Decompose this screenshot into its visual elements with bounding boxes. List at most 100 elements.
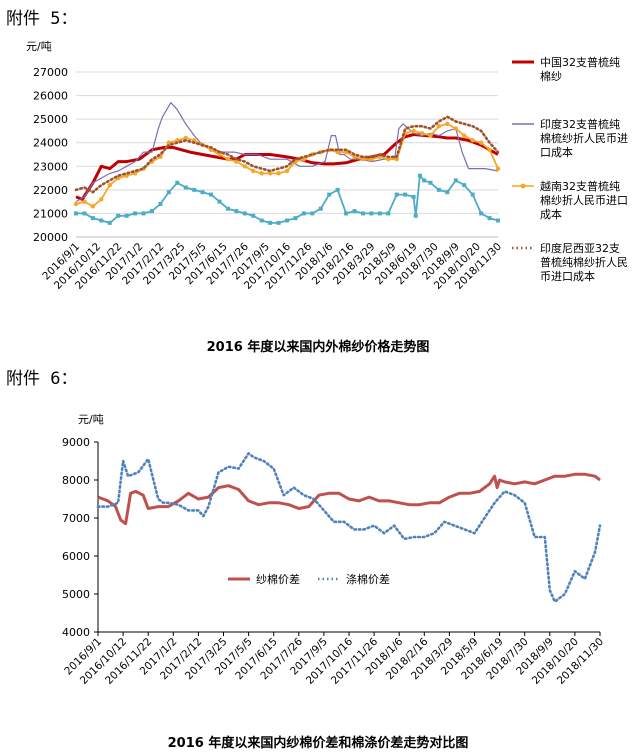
series-point [107,220,112,225]
series-point [166,140,172,145]
chart-1-legend: 中国32支普梳纯棉纱印度32支普梳纯棉梳纱折人民币进口成本越南32支普梳纯棉纱折… [512,55,628,283]
chart-2-axes [94,441,600,633]
series-point [285,218,289,223]
series-point [335,187,340,192]
series-point [462,183,467,188]
legend-marker [520,183,526,189]
series-point [344,211,349,216]
series-point [242,211,247,216]
y-tick-label: 4000 [62,626,90,639]
series-point [360,211,365,216]
legend-label: 纱棉价差 [256,572,300,586]
chart-2-y-axis: 4000 5000 6000 7000 8000 9000 [62,436,90,639]
y-tick-label: 7000 [62,512,90,525]
y-tick-label: 26000 [33,90,68,103]
series-point [487,147,492,152]
series-point [209,192,214,197]
series-point [166,190,171,195]
series-point [200,190,205,195]
series-point [394,157,399,162]
series-point [149,209,154,214]
series-point [462,133,467,138]
series-point [116,213,121,218]
series-point [251,213,256,218]
series-point [436,187,441,192]
legend-label: 印度尼西亚32支普梳纯棉纱折人民币进口成本 [540,241,628,283]
series-point [225,206,230,211]
series-point [352,154,357,160]
series-point [74,211,78,216]
series-point [99,197,104,202]
chart-1: 元/吨 200002100022000230002400025000260002… [26,40,628,292]
series-point [124,213,129,218]
series-point [99,218,104,223]
series-point [82,199,87,204]
chart-1-gridlines [76,71,498,238]
series-point [419,131,425,136]
series-point [259,218,264,223]
series-point [73,201,79,207]
y-tick-label: 5000 [62,588,90,601]
series-point [183,185,188,190]
legend-label: 中国32支普梳纯棉纱 [540,55,620,83]
series-point [268,220,273,225]
series-point [495,166,501,171]
series-point [107,182,112,188]
series-point [453,178,458,183]
series-point [225,157,231,162]
y-tick-label: 8000 [62,474,90,487]
series-point [386,211,391,216]
series-point [411,128,416,134]
series-point [487,216,492,221]
chart-2-legend: 纱棉价差 涤棉价差 [228,572,390,586]
series-line-3 [74,115,500,194]
series-point [293,216,298,221]
legend-label: 涤棉价差 [346,572,390,586]
chart-1-x-axis: 2016/9/12016/10/122016/11/222017/1/22017… [40,240,504,292]
series-point [141,211,146,216]
chart-2-x-axis: 2016/9/12016/10/122016/11/222017/1/22017… [62,632,606,687]
series-point [276,171,281,176]
series-point [217,199,222,204]
series-point [133,211,138,216]
series-point [284,168,290,174]
chart-2-title: 2016 年度以来国内纱棉价差和棉涤价差走势对比图 [167,736,469,751]
series-point [413,213,418,218]
series-point [251,168,256,174]
series-point [470,138,475,143]
chart-1-ylabel: 元/吨 [26,40,52,53]
attachment-5-label: 附件 5： [6,9,78,29]
y-tick-label: 22000 [33,184,68,197]
series-point [242,164,247,169]
series-point [318,206,323,211]
series-point [428,180,433,185]
series-point [234,209,239,214]
chart-2-ylabel: 元/吨 [78,413,104,426]
series-point [360,157,366,162]
series-point [478,140,484,145]
chart-1-title: 2016 年度以来国内外棉纱价格走势图 [206,340,430,355]
series-point [369,211,374,216]
chart-1-y-axis: 20000 21000 22000 23000 24000 25000 26000 27000 [33,66,68,244]
y-tick-label: 6000 [62,550,90,563]
legend-label: 印度32支普梳纯棉梳纱折人民币进口成本 [540,117,628,159]
series-point [445,121,450,127]
y-tick-label: 27000 [33,66,68,79]
series-point [411,194,416,199]
series-point [267,171,273,176]
series-point [158,202,163,206]
series-point [422,178,427,183]
series-line-0 [97,472,601,526]
series-point [352,209,357,214]
y-tick-label: 23000 [33,160,68,173]
series-point [470,192,475,197]
series-point [192,187,197,192]
series-point [90,204,96,209]
series-point [403,192,408,197]
series-point [301,211,306,216]
series-point [327,192,332,197]
series-point [394,192,399,197]
y-tick-label: 20000 [33,231,68,244]
y-tick-label: 21000 [33,207,68,220]
series-line-4 [76,174,499,224]
